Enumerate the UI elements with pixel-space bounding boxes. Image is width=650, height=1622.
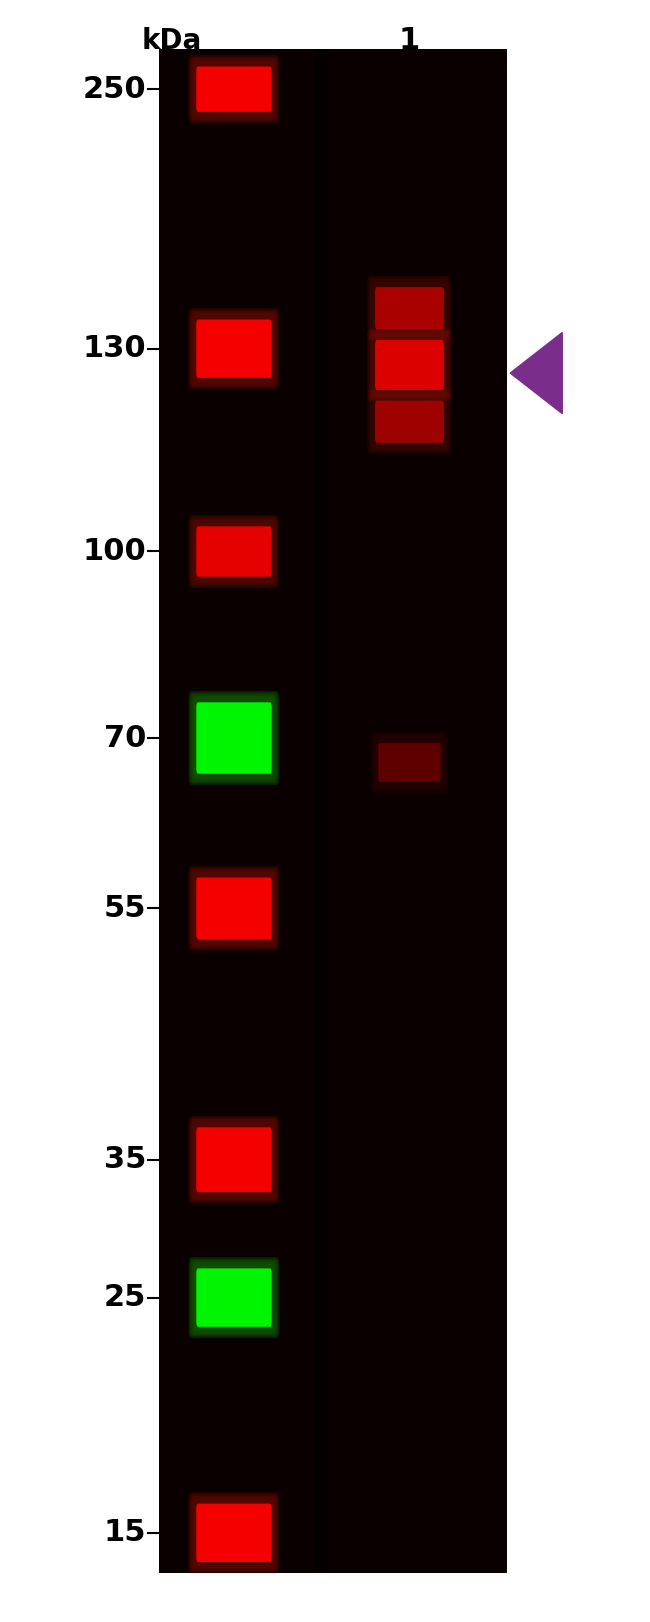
FancyBboxPatch shape bbox=[191, 58, 277, 120]
FancyBboxPatch shape bbox=[375, 287, 444, 329]
FancyBboxPatch shape bbox=[367, 276, 452, 341]
FancyBboxPatch shape bbox=[192, 1262, 276, 1333]
FancyBboxPatch shape bbox=[378, 743, 441, 782]
Text: 25: 25 bbox=[104, 1283, 146, 1312]
FancyBboxPatch shape bbox=[188, 1257, 280, 1338]
FancyBboxPatch shape bbox=[190, 310, 278, 388]
FancyBboxPatch shape bbox=[188, 691, 280, 785]
Text: 250: 250 bbox=[83, 75, 146, 104]
Text: 55: 55 bbox=[104, 894, 146, 923]
FancyBboxPatch shape bbox=[190, 1494, 278, 1572]
FancyBboxPatch shape bbox=[369, 329, 450, 399]
FancyBboxPatch shape bbox=[196, 320, 272, 378]
FancyBboxPatch shape bbox=[369, 391, 450, 453]
FancyBboxPatch shape bbox=[192, 696, 276, 780]
FancyBboxPatch shape bbox=[192, 313, 276, 384]
Text: 100: 100 bbox=[83, 537, 146, 566]
Text: 70: 70 bbox=[104, 723, 146, 753]
FancyBboxPatch shape bbox=[188, 1116, 280, 1204]
FancyBboxPatch shape bbox=[196, 878, 272, 939]
FancyBboxPatch shape bbox=[192, 1497, 276, 1568]
Polygon shape bbox=[510, 333, 562, 414]
FancyBboxPatch shape bbox=[367, 389, 452, 454]
FancyBboxPatch shape bbox=[190, 868, 278, 949]
FancyBboxPatch shape bbox=[191, 517, 277, 586]
Text: 130: 130 bbox=[83, 334, 146, 363]
FancyBboxPatch shape bbox=[192, 519, 276, 582]
FancyBboxPatch shape bbox=[191, 1119, 277, 1200]
FancyBboxPatch shape bbox=[367, 328, 452, 401]
Bar bbox=[315, 49, 328, 1573]
FancyBboxPatch shape bbox=[188, 55, 280, 123]
FancyBboxPatch shape bbox=[190, 57, 278, 122]
FancyBboxPatch shape bbox=[196, 702, 272, 774]
FancyBboxPatch shape bbox=[190, 693, 278, 783]
Text: kDa: kDa bbox=[142, 26, 202, 55]
FancyBboxPatch shape bbox=[375, 339, 444, 389]
FancyBboxPatch shape bbox=[191, 1260, 277, 1335]
FancyBboxPatch shape bbox=[196, 1127, 272, 1192]
FancyBboxPatch shape bbox=[375, 401, 444, 443]
FancyBboxPatch shape bbox=[191, 869, 277, 947]
Text: 1: 1 bbox=[399, 26, 420, 55]
FancyBboxPatch shape bbox=[190, 1259, 278, 1337]
FancyBboxPatch shape bbox=[188, 308, 280, 389]
FancyBboxPatch shape bbox=[192, 1121, 276, 1199]
Text: 35: 35 bbox=[104, 1145, 146, 1174]
FancyBboxPatch shape bbox=[369, 277, 450, 339]
FancyBboxPatch shape bbox=[191, 694, 277, 782]
FancyBboxPatch shape bbox=[370, 331, 449, 397]
FancyBboxPatch shape bbox=[196, 1268, 272, 1327]
FancyBboxPatch shape bbox=[190, 516, 278, 586]
FancyBboxPatch shape bbox=[370, 279, 449, 337]
FancyBboxPatch shape bbox=[188, 1492, 280, 1573]
FancyBboxPatch shape bbox=[196, 526, 272, 576]
FancyBboxPatch shape bbox=[196, 67, 272, 112]
FancyBboxPatch shape bbox=[188, 866, 280, 950]
FancyBboxPatch shape bbox=[190, 1118, 278, 1202]
FancyBboxPatch shape bbox=[192, 871, 276, 946]
Bar bbox=[159, 49, 507, 1573]
FancyBboxPatch shape bbox=[188, 514, 280, 587]
FancyBboxPatch shape bbox=[191, 311, 277, 386]
FancyBboxPatch shape bbox=[371, 333, 448, 396]
FancyBboxPatch shape bbox=[192, 60, 276, 118]
FancyBboxPatch shape bbox=[196, 1504, 272, 1562]
Text: 15: 15 bbox=[104, 1518, 146, 1547]
FancyBboxPatch shape bbox=[191, 1495, 277, 1570]
